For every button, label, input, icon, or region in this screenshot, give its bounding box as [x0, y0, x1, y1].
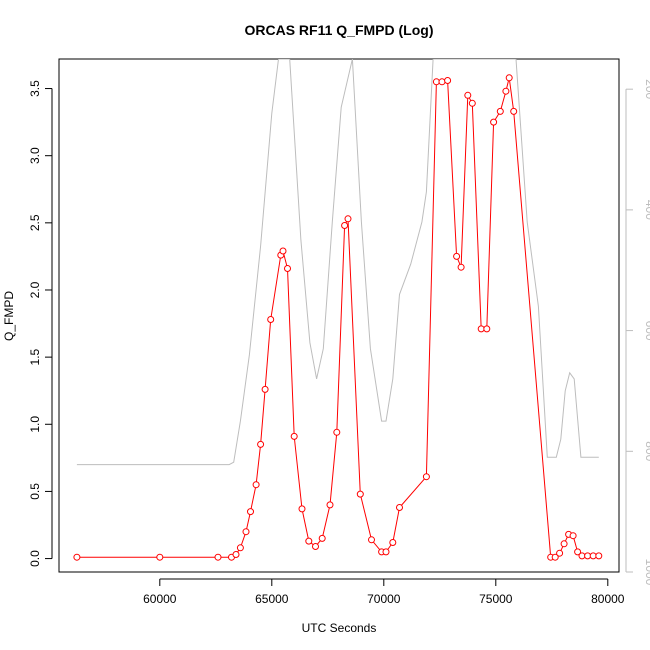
data-point [574, 548, 582, 556]
data-point [341, 222, 349, 229]
data-point [505, 74, 513, 82]
data-point [344, 215, 352, 223]
data-point [453, 252, 461, 260]
plot-frame [58, 58, 620, 573]
data-point [595, 552, 603, 560]
y2-tick-label: 800 [643, 441, 650, 461]
data-point [457, 263, 465, 271]
data-point [569, 532, 577, 540]
x-tick-label: 60000 [143, 592, 177, 606]
y2-tick-label: 1000 [643, 559, 650, 586]
data-point [389, 539, 397, 546]
data-point [298, 505, 306, 513]
data-point [502, 87, 510, 95]
x-tick-label: 65000 [255, 592, 289, 606]
x-axis: 60000 65000 70000 75000 80000 [143, 578, 625, 606]
secondary-series-line [76, 59, 599, 466]
y-tick-label: 0.5 [28, 483, 42, 500]
series-layer [73, 59, 603, 561]
data-point [496, 107, 504, 115]
data-point [483, 325, 491, 333]
y-tick-label: 0.0 [28, 550, 42, 567]
data-point [257, 440, 265, 448]
data-point [261, 385, 269, 393]
chart-title: ORCAS RF11 Q_FMPD (Log) [244, 22, 433, 38]
data-point [333, 428, 341, 436]
data-point [356, 490, 364, 498]
data-point [247, 508, 254, 516]
data-point [73, 553, 81, 561]
y2-tick-label: 200 [643, 79, 650, 99]
data-point [267, 316, 275, 323]
data-point [318, 534, 326, 542]
y-axis: 0.0 0.5 1.0 1.5 2.0 2.5 3.0 3.5 [28, 80, 53, 567]
data-point [444, 77, 452, 84]
data-point [422, 473, 430, 481]
y-tick-label: 2.5 [28, 214, 42, 231]
data-point [438, 78, 446, 86]
data-point [279, 247, 287, 255]
data-point [214, 553, 222, 561]
y2-tick-label: 600 [643, 321, 650, 341]
data-point [396, 504, 403, 511]
y-tick-label: 3.5 [28, 80, 42, 97]
data-point [284, 265, 291, 272]
y-tick-label: 3.0 [28, 147, 42, 164]
data-point [305, 537, 313, 545]
y-tick-label: 1.5 [28, 348, 42, 365]
x-axis-label: UTC Seconds [302, 621, 377, 635]
x-tick-label: 70000 [367, 592, 401, 606]
y-tick-label: 1.0 [28, 416, 42, 433]
data-point [382, 548, 390, 556]
data-point [312, 543, 319, 550]
data-point [242, 528, 250, 536]
y2-axis: 200 400 600 800 1000 [625, 79, 650, 586]
data-point [490, 118, 498, 126]
data-point [326, 501, 334, 509]
data-point [290, 432, 298, 440]
data-point [236, 544, 244, 552]
data-point [584, 552, 592, 560]
data-point [560, 540, 568, 548]
data-point [510, 107, 518, 115]
x-tick-label: 80000 [591, 592, 625, 606]
data-point [556, 549, 564, 557]
data-point [368, 536, 375, 544]
y-tick-label: 2.0 [28, 281, 42, 298]
data-point [464, 91, 472, 99]
data-point [252, 481, 260, 489]
data-point [156, 553, 164, 561]
y-axis-label: Q_FMPD [2, 291, 16, 341]
data-point [468, 99, 476, 107]
y2-tick-label: 400 [643, 200, 650, 220]
x-tick-label: 75000 [479, 592, 513, 606]
data-point [232, 551, 240, 558]
data-point [551, 553, 559, 561]
